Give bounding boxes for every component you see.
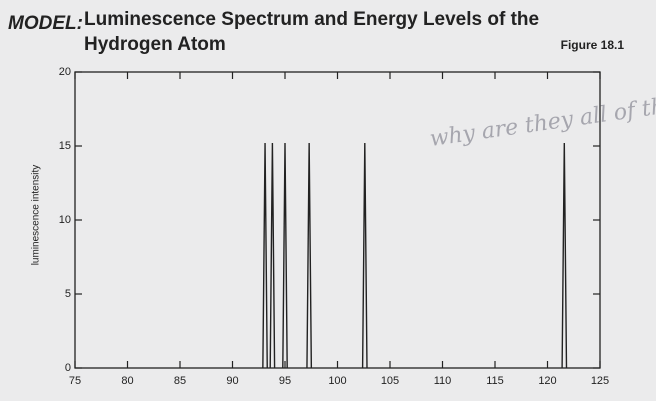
x-tick-label: 115 xyxy=(486,375,504,387)
model-label: MODEL: xyxy=(8,13,83,34)
spectral-peak xyxy=(306,143,313,369)
y-tick-label: 5 xyxy=(65,288,71,300)
spectral-peak xyxy=(262,143,268,369)
x-tick-label: 100 xyxy=(328,375,346,387)
x-tick-label: 95 xyxy=(279,375,291,387)
spectral-peak xyxy=(361,143,368,369)
y-tick-label: 20 xyxy=(59,66,71,78)
y-tick-label: 10 xyxy=(59,214,71,226)
y-tick-label: 15 xyxy=(59,140,71,152)
y-axis-label: luminescence intensity xyxy=(31,165,42,266)
y-tick-label: 0 xyxy=(65,362,71,374)
chart-title: Luminescence Spectrum and Energy Levels … xyxy=(84,9,539,30)
spectral-peak xyxy=(282,143,288,369)
figure-label: Figure 18.1 xyxy=(561,38,625,52)
x-tick-label: 105 xyxy=(381,375,399,387)
spectral-peak xyxy=(269,143,276,369)
x-tick-label: 125 xyxy=(591,375,609,387)
x-tick-label: 120 xyxy=(538,375,556,387)
x-tick-label: 90 xyxy=(226,375,238,387)
x-tick-label: 110 xyxy=(434,375,452,387)
chart-title: Hydrogen Atom xyxy=(84,34,226,55)
x-tick-label: 80 xyxy=(121,375,133,387)
spectral-peak xyxy=(561,143,568,369)
x-tick-label: 75 xyxy=(69,375,81,387)
x-tick-label: 85 xyxy=(174,375,186,387)
